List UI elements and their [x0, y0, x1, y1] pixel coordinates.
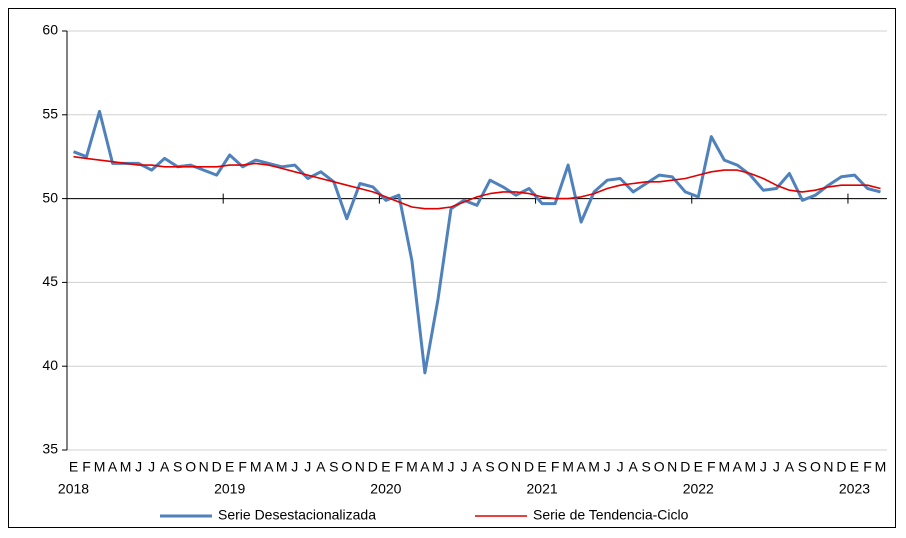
x-tick-label: A	[785, 459, 795, 475]
x-tick-label: M	[250, 459, 262, 475]
x-tick-label: J	[617, 459, 624, 475]
x-tick-label: F	[395, 459, 404, 475]
x-tick-label: S	[642, 459, 651, 475]
x-tick-label: N	[511, 459, 521, 475]
x-tick-label: E	[69, 459, 78, 475]
x-tick-label: N	[667, 459, 677, 475]
year-label: 2021	[527, 481, 558, 497]
year-label: 2023	[839, 481, 870, 497]
x-tick-label: J	[148, 459, 155, 475]
x-tick-label: J	[604, 459, 611, 475]
x-tick-label: F	[863, 459, 872, 475]
x-tick-label: A	[264, 459, 274, 475]
x-tick-label: M	[562, 459, 574, 475]
y-tick-label: 35	[42, 441, 58, 457]
x-tick-label: A	[733, 459, 743, 475]
x-tick-label: E	[537, 459, 546, 475]
year-label: 2020	[370, 481, 401, 497]
x-tick-label: M	[94, 459, 106, 475]
x-tick-label: N	[355, 459, 365, 475]
x-tick-label: J	[773, 459, 780, 475]
x-tick-label: N	[199, 459, 209, 475]
x-tick-label: S	[798, 459, 807, 475]
x-tick-label: S	[173, 459, 182, 475]
y-tick-label: 55	[42, 106, 58, 122]
x-tick-label: D	[212, 459, 222, 475]
x-tick-label: E	[381, 459, 390, 475]
x-tick-label: A	[629, 459, 639, 475]
x-tick-label: A	[576, 459, 586, 475]
x-tick-label: A	[472, 459, 482, 475]
x-tick-label: M	[875, 459, 887, 475]
x-tick-label: O	[498, 459, 509, 475]
x-tick-label: A	[316, 459, 326, 475]
y-tick-label: 50	[42, 189, 58, 205]
x-tick-label: O	[654, 459, 665, 475]
x-tick-label: O	[810, 459, 821, 475]
x-tick-label: D	[368, 459, 378, 475]
x-tick-label: J	[760, 459, 767, 475]
x-tick-label: N	[823, 459, 833, 475]
x-tick-label: M	[718, 459, 730, 475]
x-tick-label: F	[707, 459, 716, 475]
x-tick-label: E	[694, 459, 703, 475]
x-tick-label: J	[447, 459, 454, 475]
x-tick-label: A	[420, 459, 430, 475]
year-label: 2022	[683, 481, 714, 497]
x-tick-label: A	[108, 459, 118, 475]
x-tick-label: D	[524, 459, 534, 475]
chart-frame	[8, 8, 896, 528]
x-tick-label: F	[82, 459, 91, 475]
y-tick-label: 60	[42, 22, 58, 38]
x-tick-label: A	[160, 459, 170, 475]
year-label: 2019	[214, 481, 245, 497]
x-tick-label: E	[225, 459, 234, 475]
x-tick-label: S	[329, 459, 338, 475]
year-label: 2018	[58, 481, 89, 497]
x-tick-label: M	[432, 459, 444, 475]
x-tick-label: M	[744, 459, 756, 475]
x-tick-label: O	[341, 459, 352, 475]
x-tick-label: S	[485, 459, 494, 475]
y-tick-label: 45	[42, 273, 58, 289]
x-tick-label: E	[850, 459, 859, 475]
x-tick-label: M	[120, 459, 132, 475]
x-tick-label: D	[836, 459, 846, 475]
legend-label: Serie Desestacionalizada	[218, 507, 376, 523]
x-tick-label: F	[238, 459, 247, 475]
x-tick-label: J	[460, 459, 467, 475]
x-tick-label: D	[680, 459, 690, 475]
y-tick-label: 40	[42, 357, 58, 373]
x-tick-label: J	[304, 459, 311, 475]
x-tick-label: M	[588, 459, 600, 475]
x-tick-label: J	[291, 459, 298, 475]
x-tick-label: F	[551, 459, 560, 475]
legend-label: Serie de Tendencia-Ciclo	[533, 507, 689, 523]
x-tick-label: M	[406, 459, 418, 475]
series-line	[73, 155, 881, 210]
x-tick-label: M	[276, 459, 288, 475]
x-tick-label: J	[135, 459, 142, 475]
x-tick-label: O	[185, 459, 196, 475]
